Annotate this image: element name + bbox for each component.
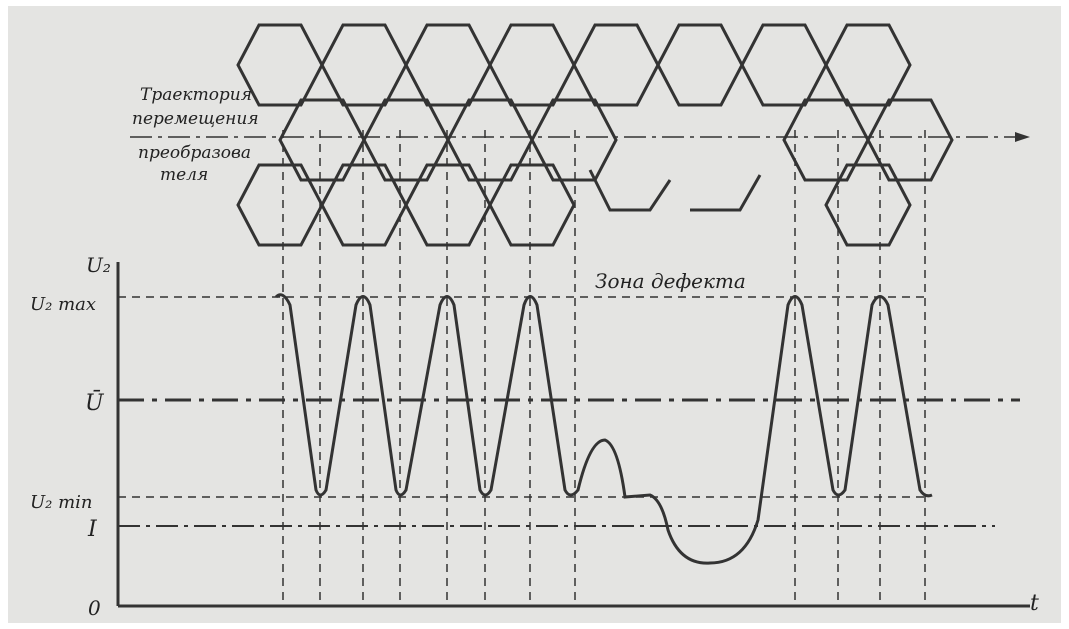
trajectory-label: теля [160,165,208,185]
defect-zone-label: Зона дефекта [595,269,746,293]
y-axis-label: U₂ [86,253,111,277]
origin-label: 0 [88,596,101,620]
level-label: I [87,517,98,542]
level-label: U₂ min [30,492,93,513]
diagram: Траектория перемещения преобразова теля … [0,0,1069,629]
trajectory-label: преобразова [138,143,251,163]
level-label: Ū [85,389,105,416]
trajectory-label: Траектория [140,85,252,105]
trajectory-label: перемещения [132,109,259,129]
level-label: U₂ max [30,294,96,315]
x-axis-label: t [1030,591,1039,616]
